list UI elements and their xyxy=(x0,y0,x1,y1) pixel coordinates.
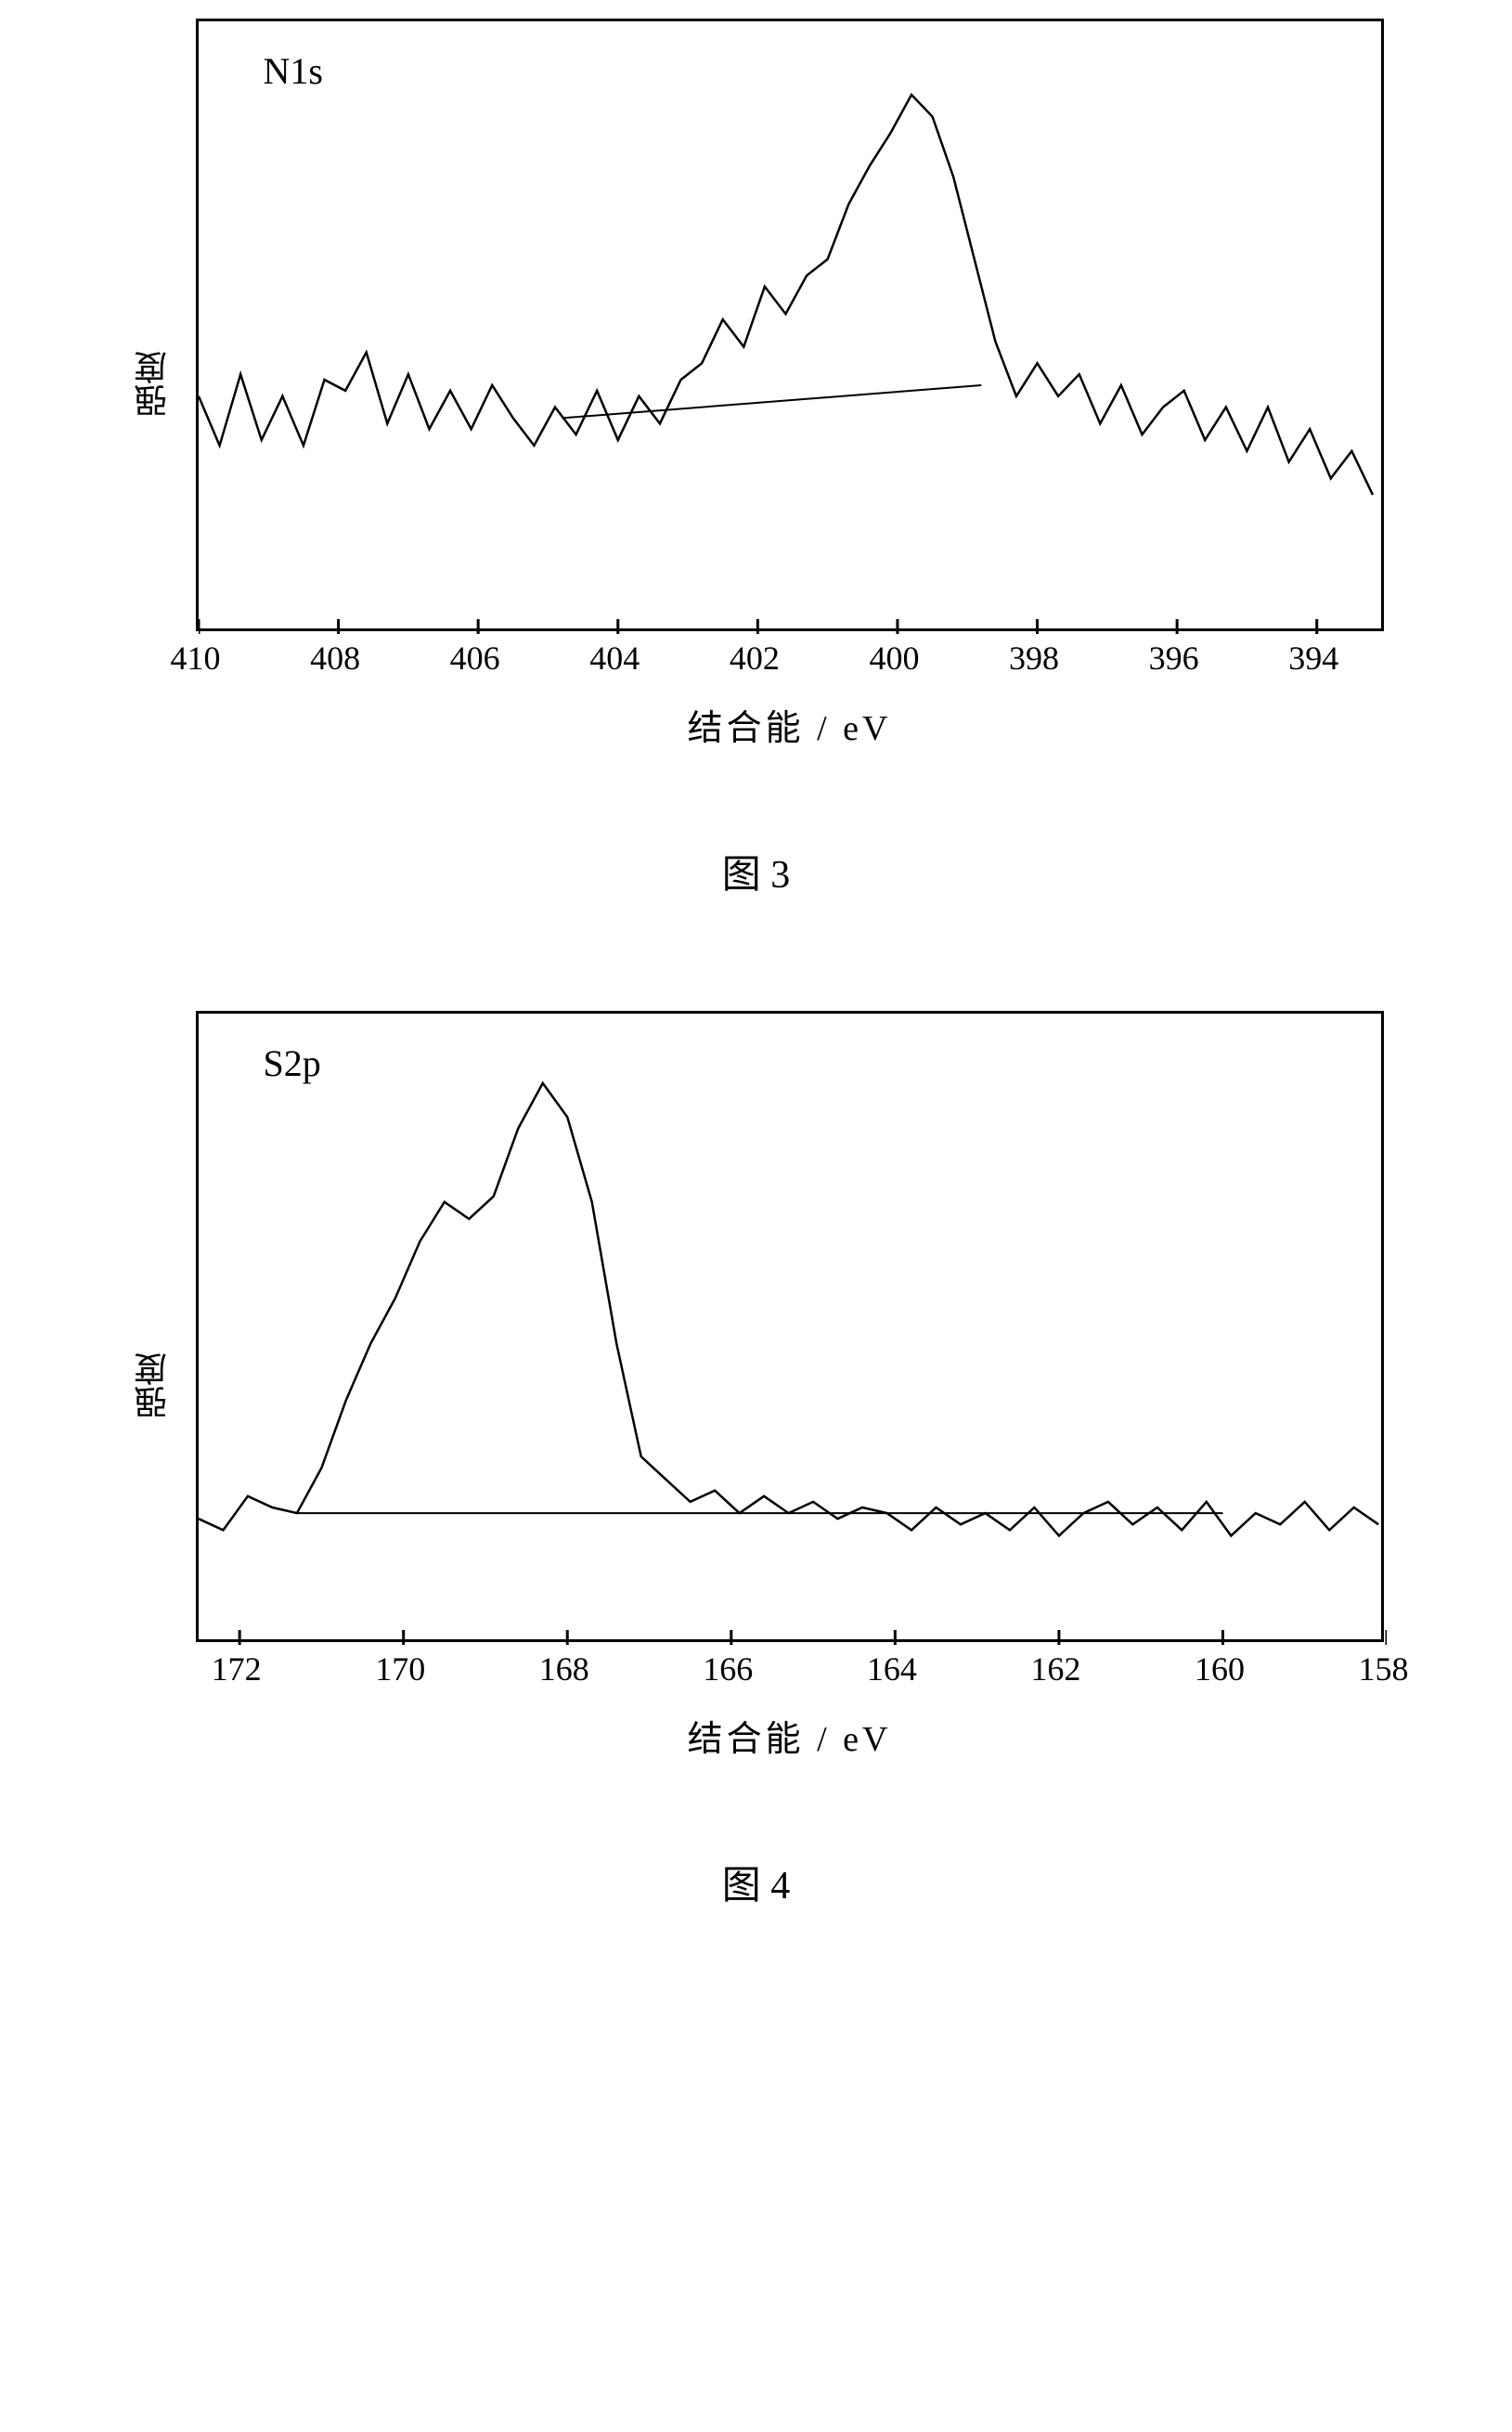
xtick-label: 172 xyxy=(212,1649,262,1688)
xtick-label: 398 xyxy=(1009,639,1059,678)
xtick-label: 394 xyxy=(1288,639,1338,678)
xtick-label: 160 xyxy=(1195,1649,1245,1688)
xtick-label: 402 xyxy=(730,639,780,678)
xtick-label: 400 xyxy=(869,639,919,678)
chart-2-xaxis: 172170168166164162160158 xyxy=(196,1649,1384,1691)
xtick-label: 162 xyxy=(1030,1649,1080,1688)
chart-1-xlabel: 结合能 / eV xyxy=(196,699,1384,750)
chart-2-caption: 图 4 xyxy=(56,1854,1456,1910)
chart-1-wrapper: 强度 N1s 410 408 406 404 402 400 398 396 394 结合能 /… xyxy=(56,19,1456,750)
chart-1-xaxis: 410408406404402400398396394 xyxy=(196,639,1384,680)
xtick-label: 408 xyxy=(310,639,360,678)
chart-2-ylabel: 强度 xyxy=(129,1352,177,1419)
chart-1-plot-area: N1s xyxy=(196,19,1384,631)
chart-2-series-label: S2p xyxy=(264,1041,321,1085)
chart-2-xlabel: 结合能 / eV xyxy=(196,1710,1384,1761)
xtick-label: 164 xyxy=(867,1649,917,1688)
xtick-label: 396 xyxy=(1149,639,1199,678)
chart-1-inner: N1s 410408406404402400398396394 结合能 / eV xyxy=(196,19,1384,750)
xtick-label: 170 xyxy=(375,1649,425,1688)
chart-1-ylabel: 强度 xyxy=(129,351,177,418)
chart-2-container: 强度 S2p 172 170 168 166 164 162 160 158 结合能 / eV… xyxy=(56,1011,1456,1910)
chart-1-caption: 图 3 xyxy=(56,843,1456,899)
chart-2-inner: S2p 172170168166164162160158 结合能 / eV xyxy=(196,1011,1384,1761)
xtick-label: 404 xyxy=(589,639,640,678)
xtick-label: 158 xyxy=(1359,1649,1409,1688)
chart-2-svg xyxy=(199,1014,1387,1645)
chart-2-plot-area: S2p xyxy=(196,1011,1384,1642)
chart-1-series-label: N1s xyxy=(264,49,323,93)
chart-1-svg xyxy=(199,21,1387,634)
xtick-label: 166 xyxy=(703,1649,753,1688)
xtick-label: 406 xyxy=(450,639,500,678)
chart-2-wrapper: 强度 S2p 172 170 168 166 164 162 160 158 结合能 / eV xyxy=(56,1011,1456,1761)
chart-1-container: 强度 N1s 410 408 406 404 402 400 398 396 394 结合能 /… xyxy=(56,19,1456,899)
xtick-label: 410 xyxy=(171,639,221,678)
xtick-label: 168 xyxy=(539,1649,589,1688)
